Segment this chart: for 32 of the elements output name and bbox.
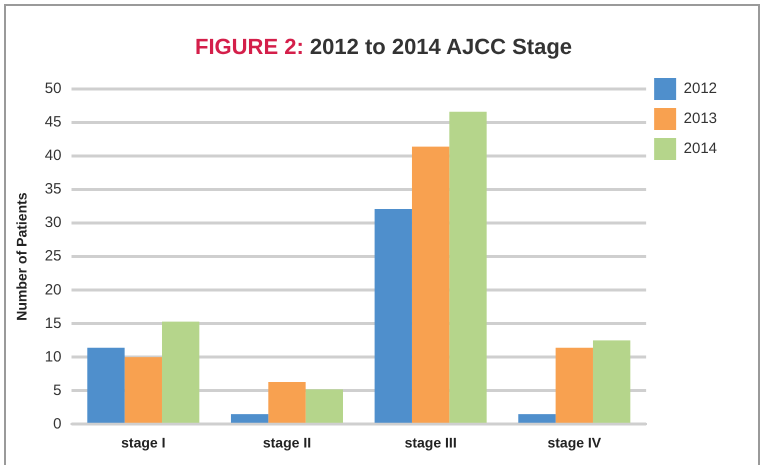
y-tick-label: 30 <box>44 214 62 232</box>
bar <box>230 414 268 423</box>
bar <box>592 340 630 423</box>
legend-label: 2013 <box>684 110 718 128</box>
y-tick-label: 25 <box>44 248 62 265</box>
x-tick-label: stage II <box>262 434 312 450</box>
y-axis-title: Number of Patients <box>13 192 30 321</box>
bar <box>374 209 412 423</box>
chart-title: FIGURE 2: 2012 to 2014 AJCC Stage <box>194 34 573 60</box>
y-tick-label: 50 <box>44 80 62 98</box>
y-tick-label: 5 <box>53 382 62 399</box>
bar <box>306 389 344 423</box>
legend-label: 2012 <box>684 80 718 98</box>
bar <box>412 146 450 423</box>
bar <box>162 322 200 423</box>
bar <box>124 357 162 423</box>
y-tick-label: 45 <box>44 114 62 131</box>
bar <box>556 348 593 423</box>
y-tick-label: 10 <box>44 348 62 366</box>
x-tick-label: stage III <box>404 434 457 450</box>
y-tick-label: 15 <box>44 314 62 332</box>
bar <box>449 112 487 423</box>
legend-label: 2014 <box>684 140 718 158</box>
bar <box>518 414 556 423</box>
y-tick-label: 20 <box>44 281 62 298</box>
y-tick-label: 35 <box>44 180 62 198</box>
x-tick-label: stage I <box>121 434 166 450</box>
y-tick-label: 0 <box>53 415 62 432</box>
bar <box>87 348 125 423</box>
bar <box>268 382 306 423</box>
x-tick-label: stage IV <box>547 434 602 450</box>
y-tick-label: 40 <box>44 147 62 164</box>
